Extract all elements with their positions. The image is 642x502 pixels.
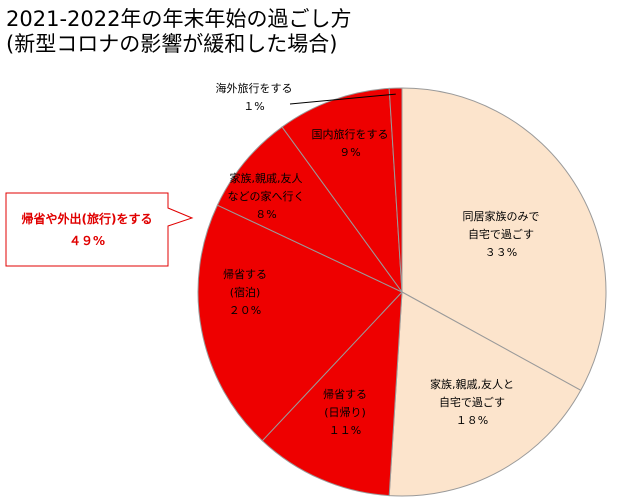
slice-label-4-line-1: などの家へ行く [228, 189, 305, 203]
slice-label-2-line-2: １１% [329, 424, 361, 437]
slice-label-3-line-2: ２０% [229, 304, 261, 317]
slice-label-2-line-1: (日帰り) [324, 406, 366, 419]
pie-slice-4 [216, 126, 403, 293]
slice-label-0-line-0: 同居家族のみで [463, 209, 540, 223]
chart-title-line-1: 2021-2022年の年末年始の過ごし方 [6, 7, 351, 31]
slice-label-1-line-0: 家族,親戚,友人と [430, 377, 514, 391]
pie-slice-0 [401, 87, 607, 391]
slice-label-6-line-1: １% [243, 100, 264, 113]
slice-label-1-line-1: 自宅で過ごす [439, 395, 505, 409]
leader-line [289, 93, 396, 105]
slice-label-5-line-1: ９% [339, 146, 360, 159]
callout-line-2: ４９% [69, 234, 105, 248]
pie-labels: 同居家族のみで自宅で過ごす３３%家族,親戚,友人と自宅で過ごす１８%帰省する(日… [216, 81, 540, 437]
slice-label-1-line-2: １８% [456, 414, 488, 427]
chart-title-line-2: (新型コロナの影響が緩和した場合) [6, 32, 337, 56]
slice-label-0-line-2: ３３% [485, 246, 517, 259]
slice-label-4-line-2: ８% [255, 208, 276, 221]
slice-label-6-line-0: 海外旅行をする [216, 81, 293, 95]
pie-slice-6 [388, 87, 403, 293]
slice-label-4-line-0: 家族,親戚,友人 [230, 171, 303, 185]
callout-line-1: 帰省や外出(旅行)をする [22, 211, 153, 226]
callout-box: 帰省や外出(旅行)をする ４９% [5, 192, 194, 267]
pie-slice-1 [388, 291, 582, 497]
pie-slice-3 [197, 204, 403, 442]
slice-label-3-line-0: 帰省する [223, 268, 267, 281]
callout-shape [5, 192, 194, 267]
slice-label-5-line-0: 国内旅行をする [312, 127, 389, 141]
slice-label-2-line-0: 帰省する [323, 388, 367, 401]
slice-label-3-line-1: (宿泊) [230, 285, 261, 299]
pie-slices [197, 87, 607, 497]
pie-slice-2 [261, 290, 403, 497]
slice-label-0-line-1: 自宅で過ごす [468, 227, 534, 241]
